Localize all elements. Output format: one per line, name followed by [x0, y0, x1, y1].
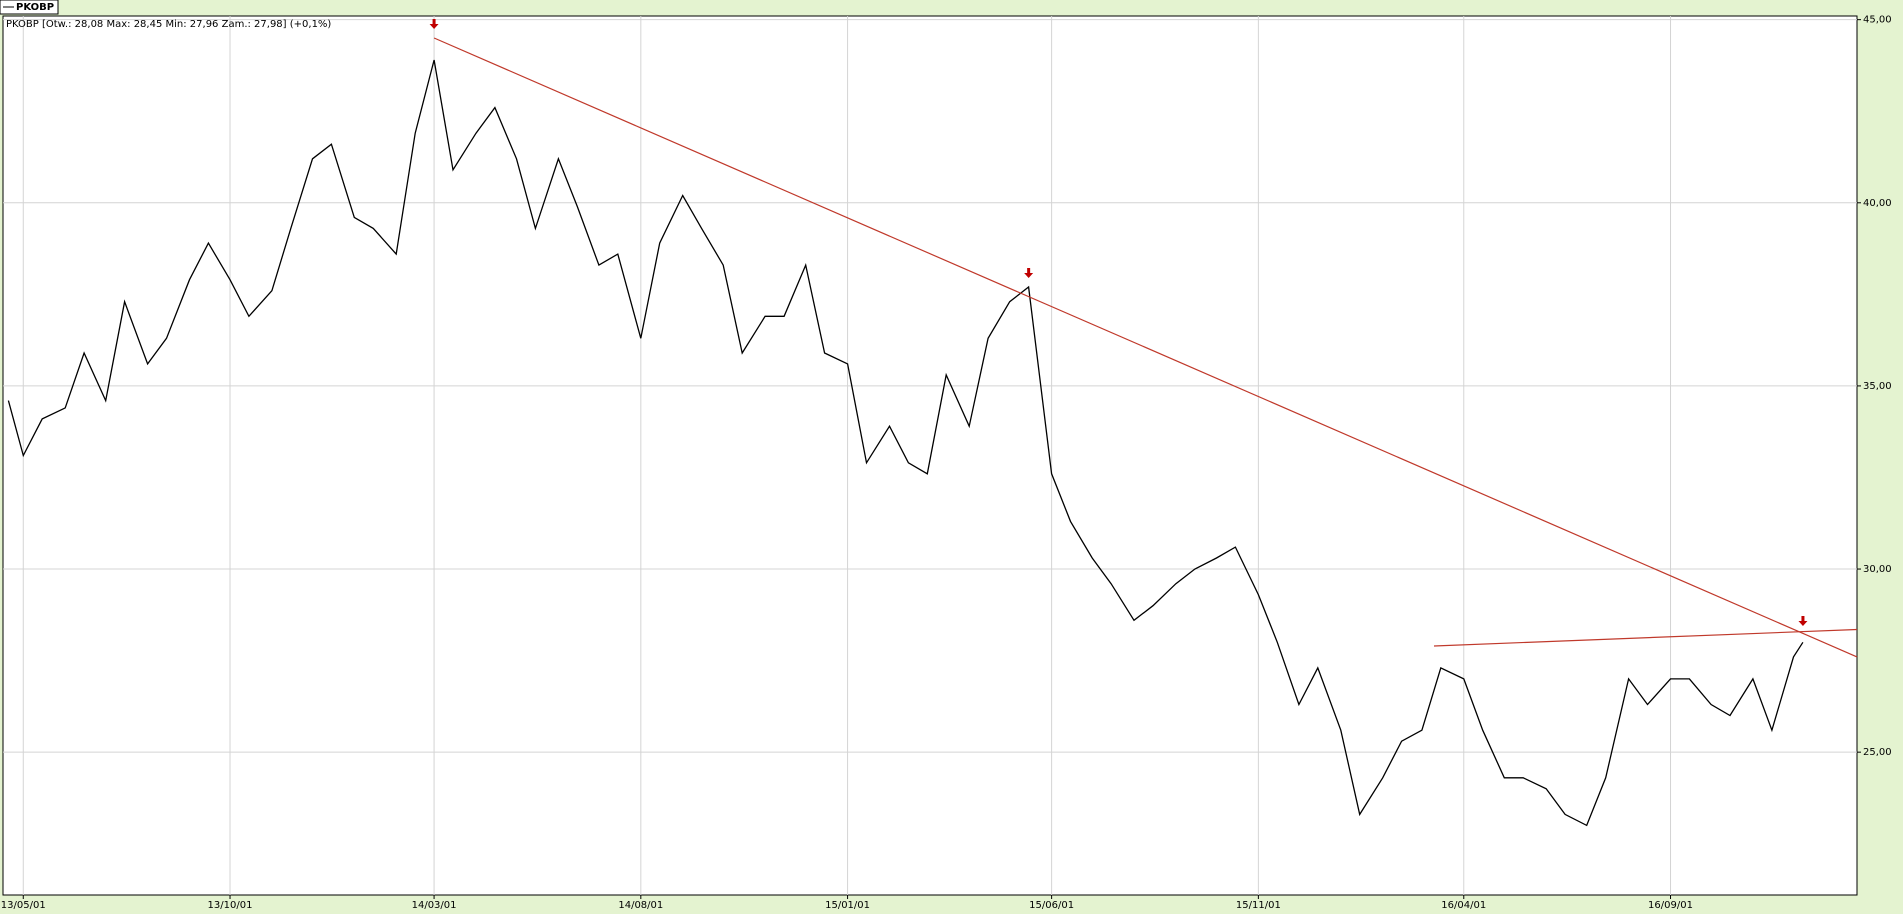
x-tick-label: 13/05/01	[1, 900, 46, 911]
marker-arrow	[1024, 268, 1034, 279]
plot-area	[2, 15, 1858, 896]
x-tick-label: 13/10/01	[208, 900, 253, 911]
x-tick-label: 14/08/01	[618, 900, 663, 911]
x-tick-label: 15/06/01	[1029, 900, 1074, 911]
series-tab[interactable]	[0, 0, 59, 15]
marker-arrow	[1798, 615, 1808, 626]
x-tick-label: 14/03/01	[412, 900, 457, 911]
x-tick-label: 15/11/01	[1236, 900, 1281, 911]
series-name: PKOBP	[16, 2, 54, 13]
y-tick-label: 45,00	[1863, 15, 1892, 26]
plot-layer	[3, 16, 1858, 895]
y-tick-label: 30,00	[1863, 564, 1892, 575]
x-tick-label: 15/01/01	[825, 900, 870, 911]
marker-arrow	[429, 18, 439, 29]
x-tick-label: 16/09/01	[1648, 900, 1693, 911]
trend-line	[433, 37, 1858, 658]
x-tick-label: 16/04/01	[1441, 900, 1486, 911]
y-tick-label: 25,00	[1863, 747, 1892, 758]
price-line	[7, 59, 1804, 827]
y-tick-label: 40,00	[1863, 198, 1892, 209]
trend-line	[1433, 628, 1858, 647]
y-tick-label: 35,00	[1863, 381, 1892, 392]
chart-title: PKOBP [Otw.: 28,08 Max: 28,45 Min: 27,96…	[6, 19, 331, 30]
